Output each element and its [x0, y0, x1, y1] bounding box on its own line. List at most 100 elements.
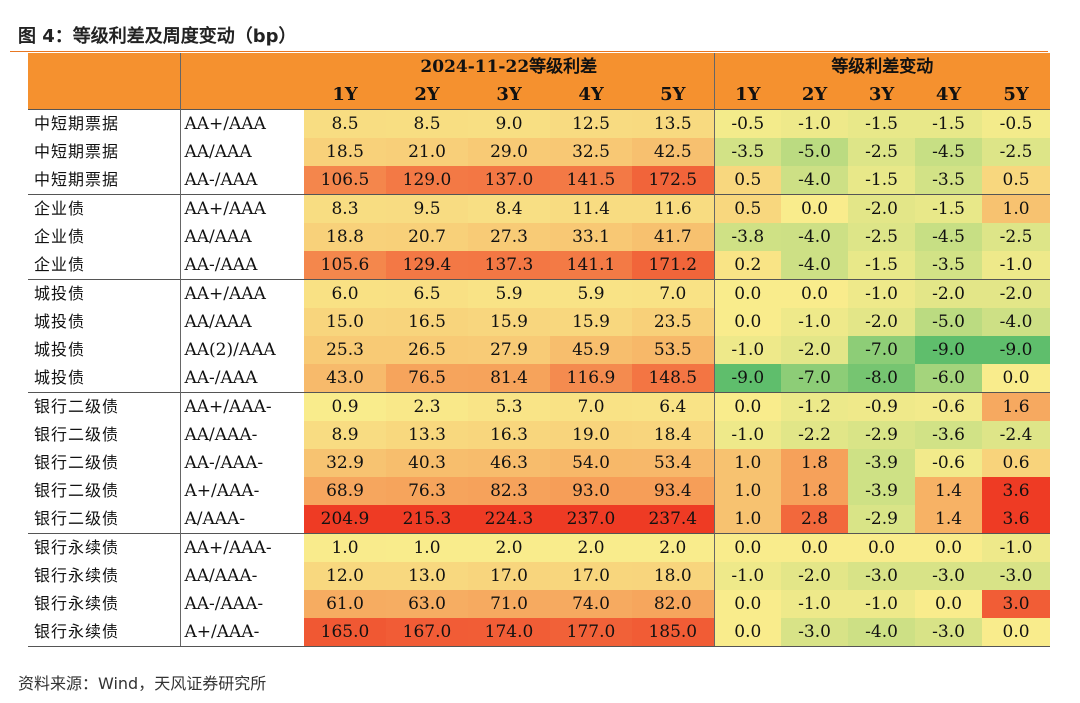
- change-value: -0.6: [915, 449, 983, 477]
- spread-value: 23.5: [632, 308, 715, 336]
- change-value: -4.0: [781, 251, 849, 280]
- change-value: -1.5: [848, 166, 916, 195]
- spread-value: 6.0: [304, 279, 386, 308]
- change-value: 0.0: [781, 194, 849, 223]
- table-row: 城投债 AA/AAA 15.0 16.5 15.9 15.9 23.5 0.0 -1.0 -2.0…: [28, 308, 1051, 336]
- table-row: 企业债 AA-/AAA 105.6 129.4 137.3 141.1 171.2 0.2 -4…: [28, 251, 1051, 280]
- bond-category: 中短期票据: [34, 170, 120, 189]
- spread-value: 12.5: [550, 109, 632, 138]
- spread-value: 61.0: [304, 590, 386, 618]
- spread-value: 33.1: [550, 223, 632, 251]
- change-value: 0.0: [982, 618, 1051, 647]
- header-tenor: 2Y: [781, 81, 849, 110]
- bond-category: 银行永续债: [28, 533, 180, 562]
- spread-value: 21.0: [386, 138, 468, 166]
- change-value: -2.0: [781, 562, 849, 590]
- bond-category: 银行二级债: [34, 481, 120, 500]
- header-tenor: 2Y: [386, 81, 468, 110]
- spread-value: 15.0: [304, 308, 386, 336]
- change-value: -2.0: [848, 194, 916, 223]
- rating-pair: AA+/AAA: [179, 109, 304, 138]
- spread-value: 5.9: [468, 279, 550, 308]
- spread-value: 7.0: [632, 279, 715, 308]
- table-row: 银行二级债 AA-/AAA- 32.9 40.3 46.3 54.0 53.4 1.0 1.8-…: [28, 449, 1051, 477]
- change-value: -1.0: [781, 308, 849, 336]
- spread-value: 5.9: [550, 279, 632, 308]
- spread-value: 20.7: [386, 223, 468, 251]
- change-value: -4.5: [915, 138, 983, 166]
- spread-value: 18.4: [632, 421, 715, 449]
- change-value: 3.6: [982, 505, 1051, 534]
- change-value: -2.9: [848, 505, 916, 534]
- spread-value: 2.3: [386, 392, 468, 421]
- header-tenor: 3Y: [848, 81, 916, 110]
- bond-category: 城投债: [34, 340, 86, 359]
- table-row: 银行二级债 A+/AAA- 68.9 76.3 82.3 93.0 93.4 1.0 1.8 -3…: [28, 477, 1051, 505]
- rating-pair: A/AAA-: [179, 505, 304, 534]
- change-value: -3.5: [915, 251, 983, 280]
- change-value: -1.5: [915, 109, 983, 138]
- change-value: -1.5: [915, 194, 983, 223]
- spread-value: 25.3: [304, 336, 386, 364]
- change-value: -4.0: [848, 618, 916, 647]
- rating-pair: AA+/AAA: [179, 194, 304, 223]
- change-value: 0.0: [713, 590, 782, 618]
- change-value: -9.0: [982, 336, 1051, 364]
- change-value: 0.0: [781, 279, 849, 308]
- header-blank: [179, 81, 304, 110]
- change-value: -3.8: [713, 223, 782, 251]
- change-value: -1.0: [982, 251, 1051, 280]
- spread-value: 46.3: [468, 449, 550, 477]
- rating-pair: AA/AAA: [179, 138, 304, 166]
- bond-category: 中短期票据: [34, 142, 120, 161]
- rating-pair: AA-/AAA: [179, 166, 304, 195]
- header-tenor: 5Y: [982, 81, 1051, 110]
- spread-value: 27.3: [468, 223, 550, 251]
- change-value: -1.0: [781, 109, 849, 138]
- rating-pair: AA+/AAA-: [179, 392, 304, 421]
- spread-value: 148.5: [632, 364, 715, 393]
- change-value: 1.0: [713, 477, 782, 505]
- bond-category: 企业债: [28, 194, 180, 223]
- change-value: 0.5: [713, 194, 782, 223]
- change-value: 0.0: [915, 590, 983, 618]
- rating-pair: AA(2)/AAA: [179, 336, 304, 364]
- spread-value: 29.0: [468, 138, 550, 166]
- bond-category: 银行二级债: [34, 509, 120, 528]
- change-value: -1.0: [781, 590, 849, 618]
- table-row: 银行永续债 AA-/AAA- 61.0 63.0 71.0 74.0 82.0 0.0 -1.0…: [28, 590, 1051, 618]
- spread-value: 27.9: [468, 336, 550, 364]
- bond-category: 银行二级债: [34, 453, 120, 472]
- change-value: 0.5: [713, 166, 782, 195]
- spread-value: 172.5: [632, 166, 715, 195]
- header-tenor: 5Y: [632, 81, 715, 110]
- spread-value: 129.0: [386, 166, 468, 195]
- rating-pair: AA/AAA-: [179, 421, 304, 449]
- spread-value: 18.5: [304, 138, 386, 166]
- rating-pair: AA-/AAA-: [179, 449, 304, 477]
- change-value: 0.0: [713, 279, 782, 308]
- spread-value: 141.1: [550, 251, 632, 280]
- change-value: 3.6: [982, 477, 1051, 505]
- spread-value: 15.9: [468, 308, 550, 336]
- bond-category: 银行永续债: [34, 566, 120, 585]
- spread-value: 106.5: [304, 166, 386, 195]
- table-row: 银行永续债 AA+/AAA- 1.0 1.0 2.0 2.0 2.0 0.0 0.0 0.0 0.0…: [28, 533, 1051, 562]
- spread-value: 137.3: [468, 251, 550, 280]
- change-value: 1.8: [781, 449, 849, 477]
- spread-value: 1.0: [304, 533, 386, 562]
- change-value: -1.5: [848, 109, 916, 138]
- change-value: -4.0: [982, 308, 1051, 336]
- spread-value: 17.0: [550, 562, 632, 590]
- change-value: 1.8: [781, 477, 849, 505]
- table-row: 城投债 AA+/AAA 6.0 6.5 5.9 5.9 7.0 0.0 0.0 -1.0 -2.0-…: [28, 279, 1051, 308]
- change-value: -1.0: [848, 590, 916, 618]
- header-tenor: 4Y: [550, 81, 632, 110]
- spread-value: 63.0: [386, 590, 468, 618]
- spread-value: 74.0: [550, 590, 632, 618]
- spread-value: 224.3: [468, 505, 550, 534]
- rating-pair: AA/AAA: [179, 223, 304, 251]
- spread-value: 40.3: [386, 449, 468, 477]
- spread-value: 12.0: [304, 562, 386, 590]
- change-value: -1.2: [781, 392, 849, 421]
